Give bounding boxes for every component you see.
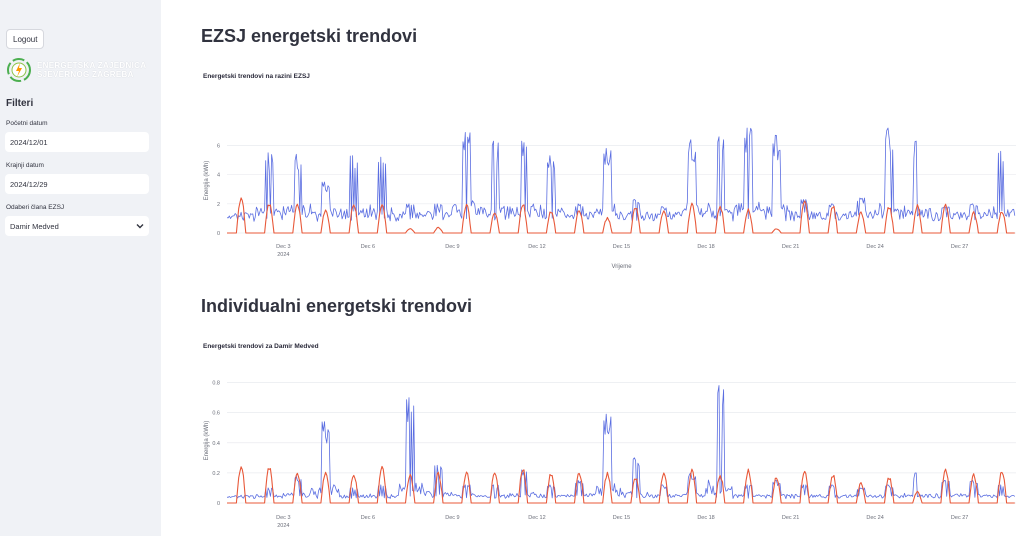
y-tick-label: 4 (217, 173, 220, 179)
x-axis-label: Vrijeme (611, 264, 632, 270)
y-tick-label: 0 (217, 231, 220, 237)
logo-text-line2: SJEVERNOG ZAGREBA (37, 70, 134, 79)
sidebar: Logout ENERGETSKA ZAJEDNICA SJEVERNOG ZA… (0, 0, 161, 536)
x-tick-label: Dec 9 (445, 515, 459, 521)
chart2-title: Energetski trendovi za Damir Medved (203, 343, 319, 350)
member-select-value: Damir Medved (10, 221, 59, 231)
logo-text: ENERGETSKA ZAJEDNICA SJEVERNOG ZAGREBA (37, 61, 146, 79)
x-tick-year-label: 2024 (277, 252, 289, 258)
end-date-input[interactable]: 2024/12/29 (5, 174, 149, 194)
y-tick-label: 0 (217, 501, 220, 507)
x-tick-label: Dec 18 (697, 244, 714, 250)
y-tick-label: 0.8 (212, 381, 220, 387)
x-tick-label: Dec 27 (951, 244, 968, 250)
x-tick-label: Dec 21 (782, 515, 799, 521)
main-content: EZSJ energetski trendovi Energetski tren… (161, 0, 1024, 536)
y-tick-label: 0.2 (212, 471, 220, 477)
y-tick-label: 0.4 (212, 441, 220, 447)
x-tick-label: Dec 15 (613, 244, 630, 250)
production-series-line (227, 197, 1015, 234)
section1-title: EZSJ energetski trendovi (201, 26, 418, 46)
production-series-line (227, 465, 1015, 504)
y-tick-label: 0.6 (212, 411, 220, 417)
end-date-value: 2024/12/29 (10, 179, 48, 189)
logout-button[interactable]: Logout (6, 29, 45, 49)
x-tick-label: Dec 12 (528, 515, 545, 521)
member-select[interactable]: Damir Medved (5, 216, 149, 236)
section2-title: Individualni energetski trendovi (201, 296, 473, 316)
x-tick-label: Dec 27 (951, 515, 968, 521)
chevron-down-icon (136, 224, 144, 229)
x-tick-label: Dec 12 (528, 244, 545, 250)
x-tick-label: Dec 3 (276, 515, 290, 521)
consumption-series-line (226, 127, 1016, 222)
x-tick-label: Dec 18 (697, 515, 714, 521)
x-tick-label: Dec 9 (445, 244, 459, 250)
start-date-input[interactable]: 2024/12/01 (5, 132, 149, 152)
consumption-series-line (226, 385, 1016, 499)
x-tick-label: Dec 21 (782, 244, 799, 250)
member-select-label: Odaberi člana EZSJ (6, 204, 65, 211)
y-axis-label: Energija (kWh) (204, 421, 210, 461)
x-tick-label: Dec 15 (613, 515, 630, 521)
start-date-label: Početni datum (6, 120, 48, 127)
energy-community-logo-icon (7, 58, 31, 82)
member-energy-chart: 0 0.2 0.4 0.6 0.8 Energija (kWh) Dec 3 2024 Dec … (204, 381, 1016, 529)
end-date-label: Krajnji datum (6, 162, 44, 169)
chart1-title: Energetski trendovi na razini EZSJ (203, 73, 310, 80)
x-tick-label: Dec 24 (866, 515, 883, 521)
y-tick-label: 6 (217, 144, 220, 150)
y-tick-label: 2 (217, 202, 220, 208)
logo-text-line1: ENERGETSKA ZAJEDNICA (37, 61, 147, 70)
x-tick-label: Dec 24 (866, 244, 883, 250)
x-tick-year-label: 2024 (277, 523, 289, 529)
x-tick-label: Dec 3 (276, 244, 290, 250)
filters-heading: Filteri (6, 98, 34, 109)
x-tick-label: Dec 6 (361, 515, 375, 521)
logo: ENERGETSKA ZAJEDNICA SJEVERNOG ZAGREBA (6, 57, 146, 83)
x-tick-label: Dec 6 (361, 244, 375, 250)
y-axis-label: Energija (kWh) (204, 161, 210, 201)
community-energy-chart: 0 2 4 6 Energija (kWh) Dec 3 2024 Dec 6 Dec 9 Dec… (204, 127, 1016, 270)
start-date-value: 2024/12/01 (10, 137, 48, 147)
